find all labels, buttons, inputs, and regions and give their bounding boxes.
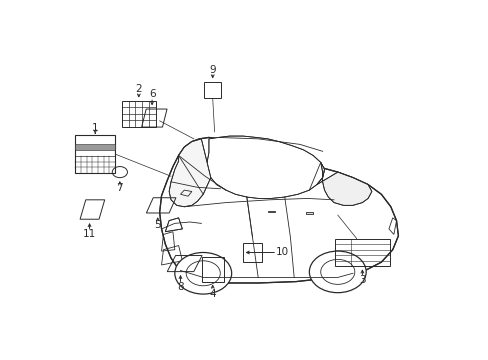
Text: 4: 4 [209,288,216,298]
Text: 9: 9 [209,64,216,75]
Text: 3: 3 [358,275,365,285]
Polygon shape [169,139,210,207]
Polygon shape [206,136,324,198]
Polygon shape [165,218,182,232]
Text: 11: 11 [83,229,96,239]
Polygon shape [75,144,115,150]
Text: 2: 2 [135,84,142,94]
Circle shape [175,252,231,294]
Text: 1: 1 [92,123,99,133]
Polygon shape [316,162,371,205]
Polygon shape [159,138,398,283]
Text: 5: 5 [154,220,161,230]
Circle shape [309,251,366,293]
Text: 8: 8 [177,282,183,292]
Polygon shape [305,212,312,214]
Text: 10: 10 [276,247,289,257]
Polygon shape [267,211,275,212]
Text: 7: 7 [116,183,123,193]
Text: 6: 6 [148,90,155,99]
